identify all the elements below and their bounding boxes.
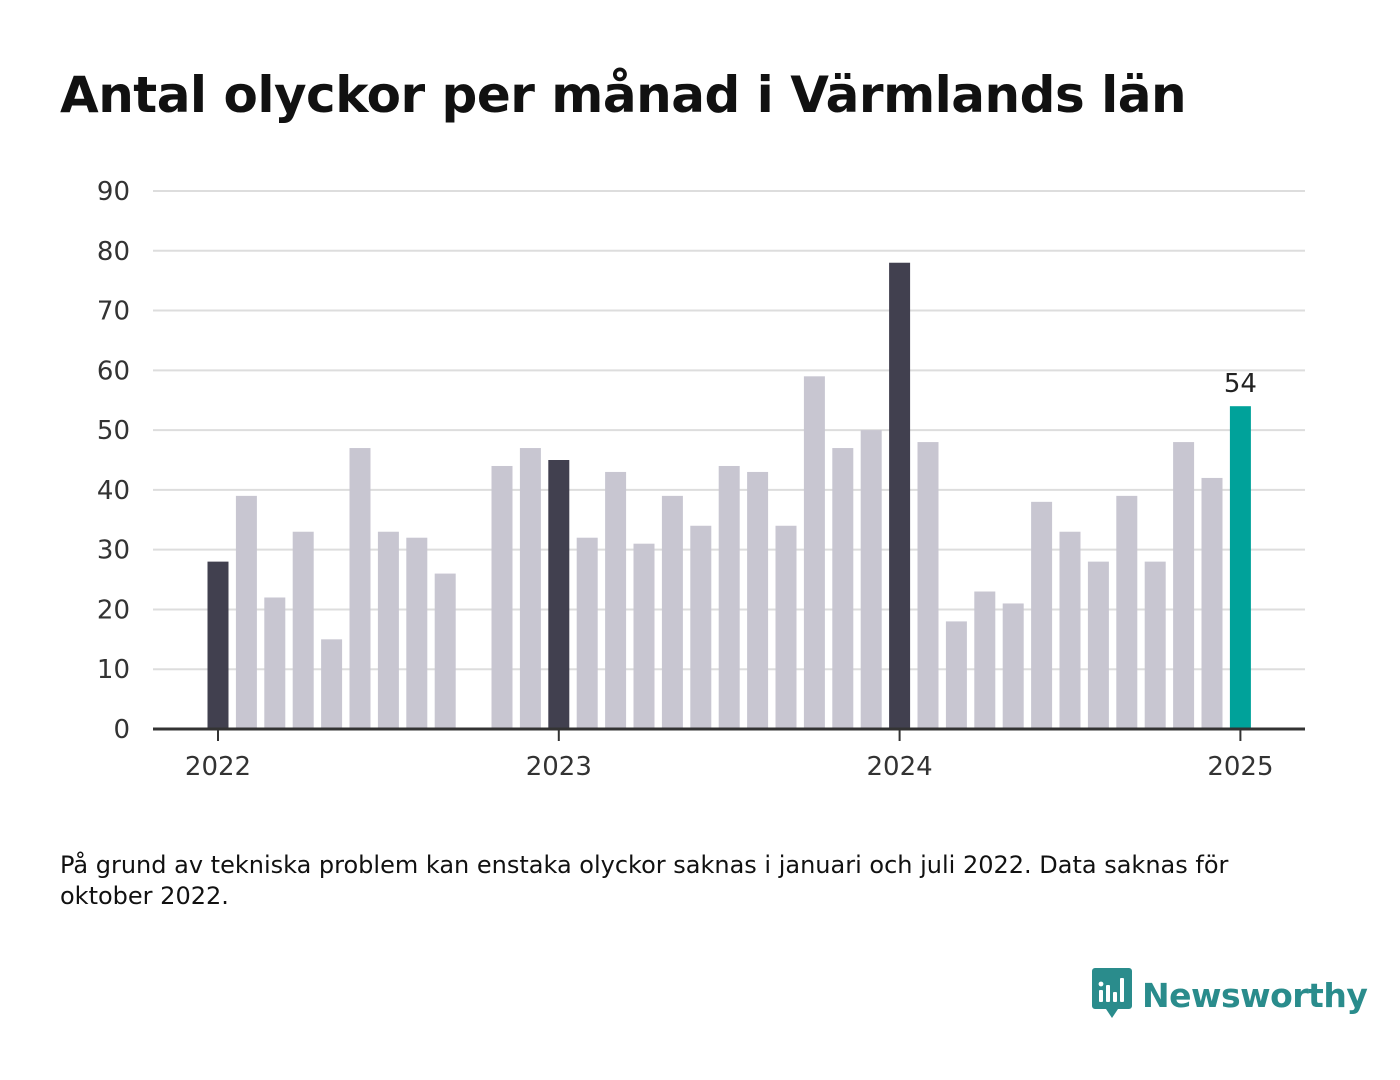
- y-tick-label: 40: [97, 476, 130, 506]
- bar: [974, 591, 996, 729]
- bar: [1201, 477, 1223, 729]
- bar: [945, 621, 967, 729]
- y-tick-label: 50: [97, 416, 130, 446]
- bar-chart: 0 10 20 30 40 50 60 70 80 90 2022 2023 2024 2025 54: [97, 177, 1305, 782]
- bar: [377, 531, 399, 729]
- bar: [803, 376, 825, 729]
- bar: [548, 460, 570, 729]
- bar: [1031, 501, 1053, 729]
- bar: [1087, 561, 1109, 729]
- y-tick-label: 60: [97, 356, 130, 386]
- x-axis-ticks: 2022 2023 2024 2025: [185, 729, 1273, 782]
- bar: [207, 561, 229, 729]
- bar: [576, 537, 598, 729]
- bar: [775, 525, 797, 729]
- bar: [605, 471, 627, 729]
- chart-title: Antal olyckor per månad i Värmlands län: [60, 66, 1187, 124]
- brand-logo[interactable]: Newsworthy: [1092, 968, 1368, 1022]
- y-tick-label: 90: [97, 177, 130, 207]
- y-tick-label: 30: [97, 536, 130, 566]
- y-tick-label: 70: [97, 297, 130, 327]
- bar: [1002, 603, 1024, 729]
- y-axis-ticks: 0 10 20 30 40 50 60 70 80 90: [97, 177, 130, 745]
- bar: [661, 495, 683, 729]
- bar: [321, 639, 343, 729]
- x-tick-label: 2022: [185, 752, 251, 782]
- bar: [747, 471, 769, 729]
- annotations: 54: [1224, 369, 1257, 399]
- footnote: På grund av tekniska problem kan enstaka…: [60, 851, 1229, 910]
- newsworthy-logo-icon: [1092, 968, 1132, 1022]
- bar: [690, 525, 712, 729]
- bar: [235, 495, 257, 729]
- bar: [1229, 406, 1251, 729]
- bar: [860, 430, 882, 729]
- x-tick-label: 2025: [1207, 752, 1273, 782]
- y-tick-label: 80: [97, 237, 130, 267]
- data-label: 54: [1224, 369, 1257, 399]
- bar: [1144, 561, 1166, 729]
- bar: [1059, 531, 1081, 729]
- y-tick-label: 10: [97, 655, 130, 685]
- bar: [889, 262, 911, 729]
- bar: [917, 442, 939, 729]
- bar: [349, 448, 371, 729]
- bar: [491, 465, 513, 729]
- bar: [434, 573, 456, 729]
- bars: [207, 262, 1251, 729]
- y-tick-label: 0: [113, 715, 130, 745]
- bar: [292, 531, 314, 729]
- bar: [519, 448, 541, 729]
- bar: [633, 543, 655, 729]
- bar: [718, 465, 740, 729]
- x-tick-label: 2024: [867, 752, 933, 782]
- bar: [1116, 495, 1138, 729]
- bar: [264, 597, 286, 729]
- x-tick-label: 2023: [526, 752, 592, 782]
- y-tick-label: 20: [97, 595, 130, 625]
- bar: [832, 448, 854, 729]
- bar: [1173, 442, 1195, 729]
- bar: [406, 537, 428, 729]
- brand-name: Newsworthy: [1142, 975, 1368, 1015]
